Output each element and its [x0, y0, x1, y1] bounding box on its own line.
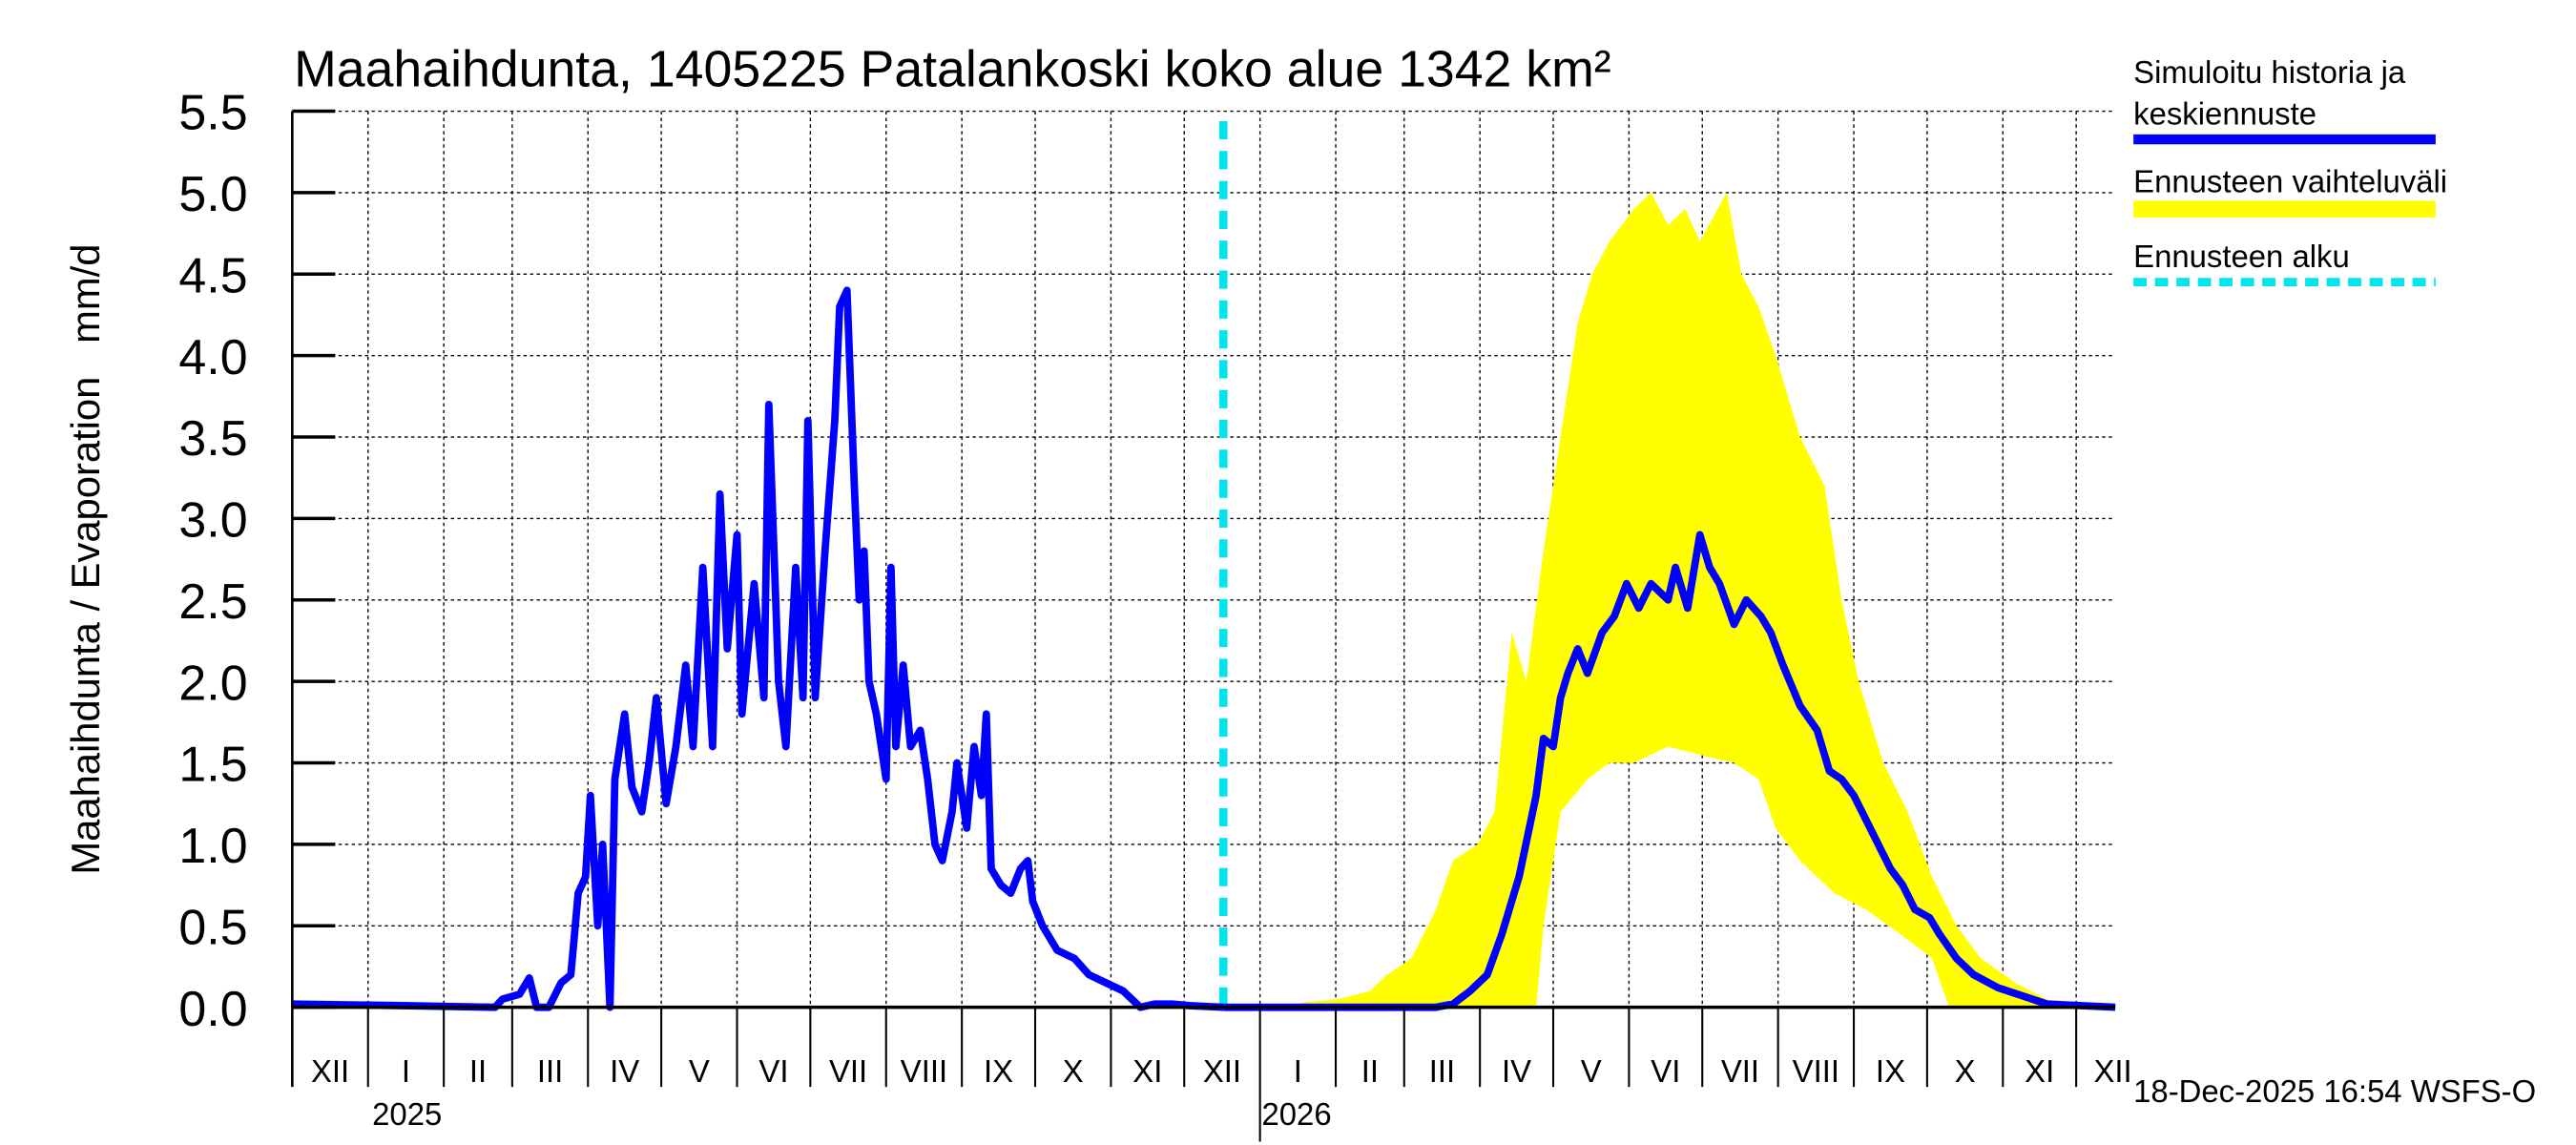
y-tick-label: 1.5 [178, 738, 247, 793]
y-tick-label: 3.0 [178, 492, 247, 548]
month-label: I [402, 1053, 410, 1089]
month-label: VI [1651, 1053, 1680, 1089]
y-tick-label: 1.0 [178, 819, 247, 874]
y-tick-label: 0.0 [178, 982, 247, 1037]
month-label: II [1361, 1053, 1379, 1089]
month-label: X [1063, 1053, 1084, 1089]
month-label: XI [1132, 1053, 1162, 1089]
month-label: IX [984, 1053, 1013, 1089]
month-label: XII [2093, 1053, 2131, 1089]
month-label: IV [1502, 1053, 1531, 1089]
month-label: VII [829, 1053, 867, 1089]
chart-title: Maahaihdunta, 1405225 Patalankoski koko … [294, 40, 1611, 97]
series-lines [292, 286, 2116, 1011]
month-label: VIII [1793, 1053, 1839, 1089]
month-label: VII [1721, 1053, 1759, 1089]
history-line [292, 286, 1224, 1011]
legend-start-label: Ennusteen alku [2133, 239, 2350, 274]
month-label: VIII [901, 1053, 947, 1089]
y-tick-label: 4.5 [178, 248, 247, 303]
y-tick-label: 4.0 [178, 330, 247, 385]
y-tick-label: 2.5 [178, 574, 247, 630]
y-tick-label: 5.5 [178, 86, 247, 141]
x-tick-labels: XII I II III IV V VI VII VIII IX X XI XII I II III IV V VI… [311, 1053, 2132, 1132]
month-label: II [469, 1053, 487, 1089]
month-label: IV [610, 1053, 639, 1089]
legend-history-label-1: Simuloitu historia ja [2133, 54, 2406, 90]
month-label: V [1581, 1053, 1602, 1089]
timestamp-footer: 18-Dec-2025 16:54 WSFS-O [2133, 1073, 2536, 1109]
y-tick-label: 5.0 [178, 167, 247, 222]
legend-band-label: Ennusteen vaihteluväli [2133, 164, 2447, 199]
month-label: XII [1203, 1053, 1241, 1089]
legend-history-label-2: keskiennuste [2133, 95, 2316, 131]
month-label: XII [311, 1053, 349, 1089]
year-label: 2025 [372, 1096, 442, 1132]
y-axis-label: Maahaihdunta / Evaporation mm/d [63, 244, 108, 875]
legend: Simuloitu historia ja keskiennuste Ennus… [2133, 54, 2447, 286]
forecast-mean-line [1223, 531, 2116, 1011]
axes [291, 109, 2116, 1142]
year-label: 2026 [1261, 1096, 1331, 1132]
y-tick-label: 0.5 [178, 900, 247, 955]
month-label: III [537, 1053, 563, 1089]
month-label: X [1955, 1053, 1976, 1089]
month-label: VI [758, 1053, 788, 1089]
month-label: V [689, 1053, 710, 1089]
month-label: I [1294, 1053, 1302, 1089]
y-tick-label: 2.0 [178, 656, 247, 711]
y-tick-labels: 0.0 0.5 1.0 1.5 2.0 2.5 3.0 3.5 4.0 4.5 5.0 5.5 [178, 86, 247, 1037]
month-label: XI [2025, 1053, 2054, 1089]
y-tick-label: 3.5 [178, 411, 247, 467]
month-label: III [1429, 1053, 1455, 1089]
month-label: IX [1876, 1053, 1905, 1089]
